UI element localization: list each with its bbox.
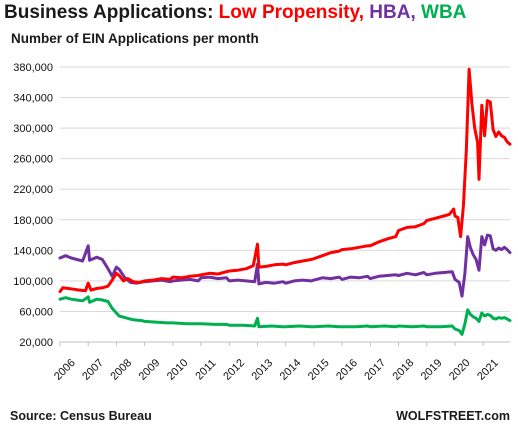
title-series-wba: WBA — [421, 2, 467, 23]
x-tick-label: 2006 — [52, 357, 78, 383]
x-tick-label: 2008 — [108, 357, 134, 383]
title-prefix: Business Applications: — [4, 2, 214, 23]
x-tick-label: 2019 — [419, 357, 445, 383]
source-note: Source: Census Bureau — [10, 409, 152, 423]
x-tick-label: 2015 — [306, 357, 332, 383]
x-tick-label: 2021 — [475, 357, 501, 383]
series-line-low-propensity — [58, 67, 512, 294]
x-tick-label: 2018 — [391, 357, 417, 383]
y-tick-label: 340,000 — [13, 93, 53, 105]
y-axis-ticks: 20,000 60,000 100,000 140,000 180,000 220,000… — [13, 62, 53, 349]
series-line-wba — [58, 295, 512, 336]
x-tick-label: 2011 — [193, 357, 218, 382]
gridlines — [60, 66, 510, 343]
x-axis: 2006 2007 2008 2009 2010 2011 2012 2013 2014 2015… — [52, 341, 510, 383]
y-tick-label: 220,000 — [13, 184, 53, 196]
brand-label: WOLFSTREET.com — [396, 409, 510, 423]
chart-title: Business Applications: Low Propensity, H… — [4, 2, 466, 24]
y-tick-label: 100,000 — [13, 276, 53, 288]
y-tick-label: 180,000 — [13, 215, 53, 227]
x-tick-label: 2007 — [80, 357, 106, 383]
y-tick-label: 20,000 — [19, 337, 53, 349]
x-tick-label: 2016 — [334, 357, 360, 383]
y-tick-label: 260,000 — [13, 154, 53, 166]
x-tick-label: 2010 — [165, 357, 191, 383]
title-series-hba: HBA, — [369, 2, 416, 23]
chart-subtitle: Number of EIN Applications per month — [11, 31, 259, 46]
y-tick-label: 60,000 — [19, 306, 53, 318]
x-tick-label: 2009 — [137, 357, 163, 383]
series-lines — [58, 67, 512, 336]
x-tick-label: 2012 — [221, 357, 247, 383]
y-tick-label: 380,000 — [13, 62, 53, 74]
y-tick-label: 300,000 — [13, 123, 53, 135]
x-tick-label: 2020 — [447, 357, 473, 383]
title-series-low-propensity: Low Propensity, — [218, 2, 365, 23]
x-tick-label: 2014 — [278, 357, 304, 383]
x-tick-label: 2013 — [249, 357, 275, 383]
y-tick-label: 140,000 — [13, 245, 53, 257]
x-tick-label: 2017 — [362, 357, 388, 383]
